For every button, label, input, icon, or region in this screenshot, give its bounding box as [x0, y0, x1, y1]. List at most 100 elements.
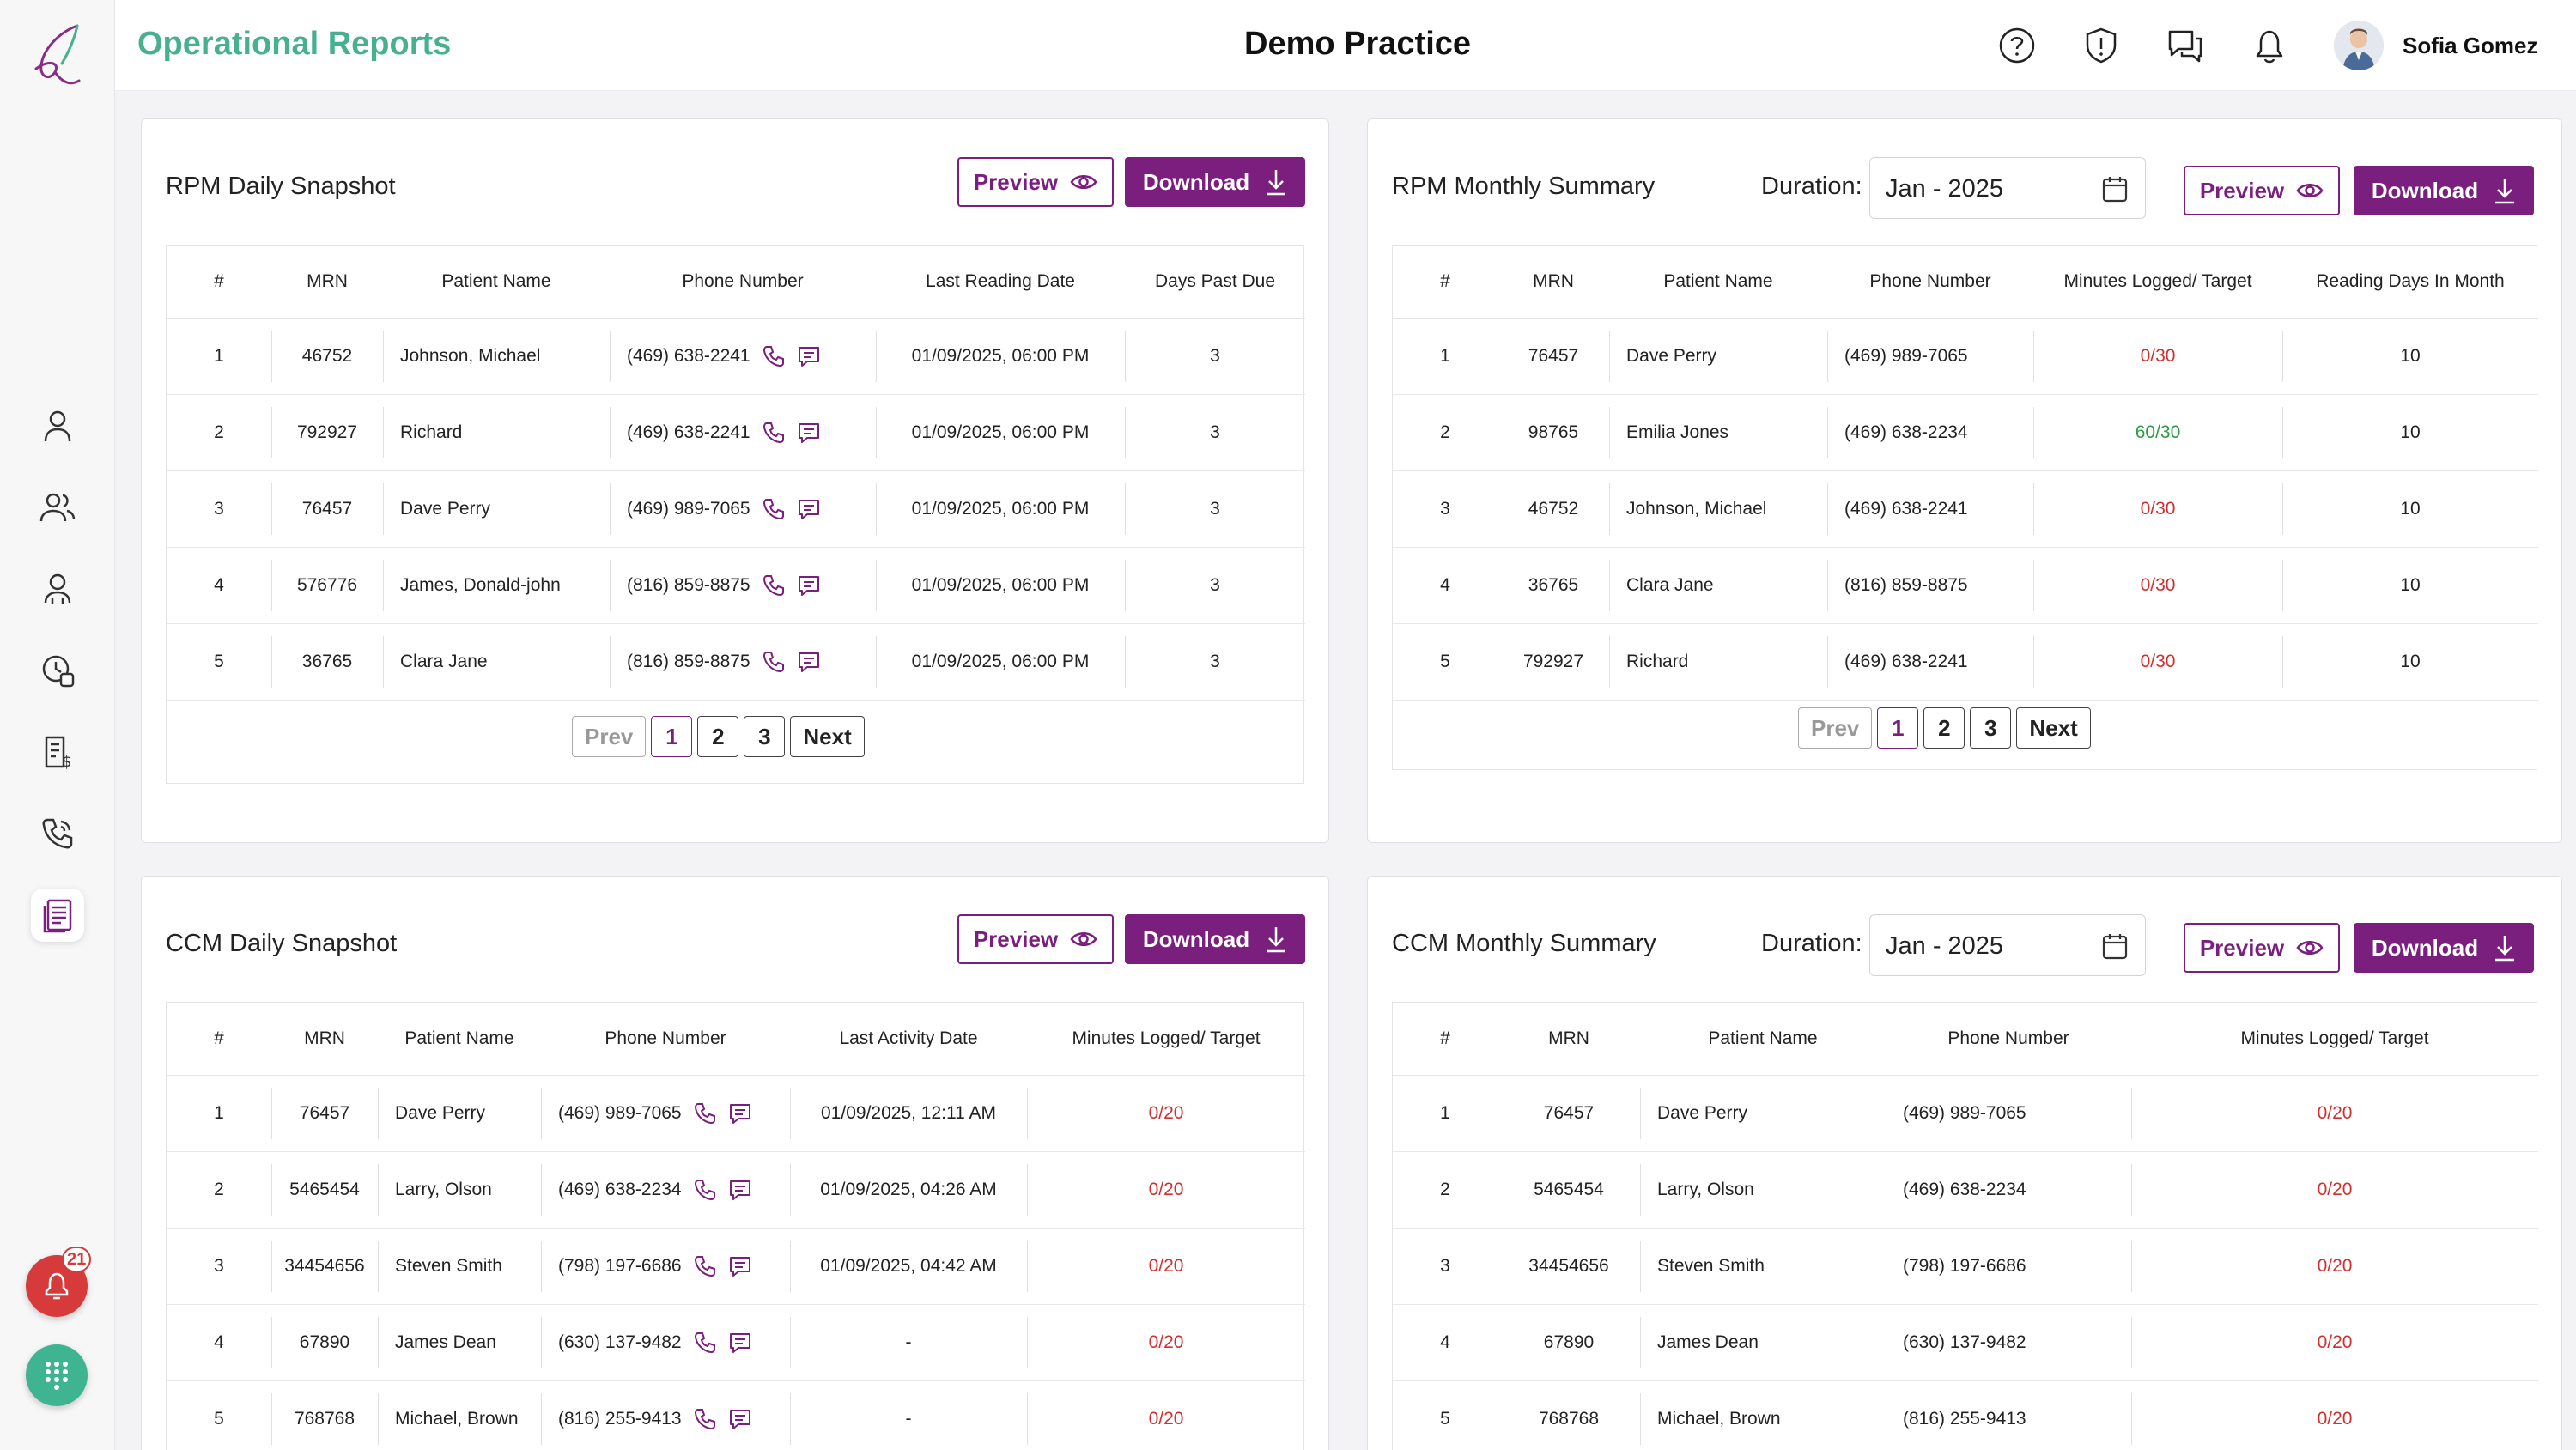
reading-days-cell: 10	[2282, 394, 2538, 471]
mrn-cell: 76457	[271, 470, 383, 548]
patient-name-cell: James Dean	[1640, 1304, 1886, 1381]
duration-label: Duration:	[1761, 173, 1862, 200]
table-row[interactable]: 5 792927 Richard (469) 638-2241 0/30 10	[1393, 623, 2538, 701]
user-name[interactable]: Sofia Gomez	[2403, 33, 2538, 58]
call-icon[interactable]	[694, 1255, 716, 1277]
table-row[interactable]: 1 76457 Dave Perry (469) 989-7065 0/20	[1393, 1075, 2538, 1152]
message-icon[interactable]	[728, 1408, 752, 1430]
table-row[interactable]: 3 34454656 Steven Smith (798) 197-6686 01/09…	[167, 1228, 1305, 1305]
table-row[interactable]: 3 76457 Dave Perry (469) 989-7065 01/09/2025…	[167, 470, 1305, 548]
phone-call-icon[interactable]	[31, 807, 84, 860]
column-header: #	[167, 246, 271, 319]
call-icon[interactable]	[694, 1102, 716, 1125]
minutes-logged-cell: 0/20	[2131, 1075, 2538, 1152]
table-row[interactable]: 3 46752 Johnson, Michael (469) 638-2241 0/30…	[1393, 470, 2538, 548]
users-icon[interactable]	[31, 481, 84, 534]
messages-icon[interactable]	[2166, 26, 2205, 65]
call-icon[interactable]	[694, 1408, 716, 1430]
download-icon	[1267, 927, 1286, 953]
page-3-button[interactable]: 3	[1970, 707, 2012, 749]
help-icon[interactable]	[1997, 26, 2037, 65]
prev-page-button[interactable]: Prev	[1798, 707, 1873, 749]
table-row[interactable]: 1 46752 Johnson, Michael (469) 638-2241 01/0…	[167, 318, 1305, 395]
next-page-button[interactable]: Next	[2016, 707, 2091, 749]
prev-page-button[interactable]: Prev	[572, 716, 647, 757]
message-icon[interactable]	[728, 1255, 752, 1277]
download-button[interactable]: Download	[2354, 923, 2534, 973]
table-row[interactable]: 4 67890 James Dean (630) 137-9482 -0/20	[167, 1304, 1305, 1381]
row-index: 2	[1393, 1151, 1498, 1229]
last-reading-date-cell: 01/09/2025, 06:00 PM	[876, 318, 1125, 395]
message-icon[interactable]	[797, 574, 821, 597]
call-icon[interactable]	[762, 574, 785, 597]
call-icon[interactable]	[694, 1332, 716, 1354]
phone-number: (469) 638-2234	[558, 1179, 682, 1199]
app-logo[interactable]	[24, 21, 93, 94]
call-icon[interactable]	[762, 498, 785, 520]
message-icon[interactable]	[797, 422, 821, 444]
column-header: Last Reading Date	[876, 246, 1125, 319]
phone-cell-content: (816) 255-9413	[541, 1408, 790, 1430]
table-row[interactable]: 4 36765 Clara Jane (816) 859-8875 0/30 10	[1393, 547, 2538, 624]
row-index: 4	[167, 547, 271, 624]
message-icon[interactable]	[797, 345, 821, 367]
download-button[interactable]: Download	[1125, 914, 1305, 964]
message-icon[interactable]	[728, 1102, 752, 1125]
download-button[interactable]: Download	[1125, 157, 1305, 207]
table-row[interactable]: 3 34454656 Steven Smith (798) 197-6686 0/20	[1393, 1228, 2538, 1305]
user-group-icon[interactable]	[31, 562, 84, 616]
preview-button[interactable]: Preview	[2184, 923, 2340, 973]
phone-cell-content: (469) 989-7065	[1827, 346, 2033, 367]
phone-cell-content: (469) 989-7065	[1886, 1103, 2131, 1124]
billing-icon[interactable]: $	[31, 725, 84, 779]
table-row[interactable]: 1 76457 Dave Perry (469) 989-7065 0/30 10	[1393, 318, 2538, 395]
minutes-logged-cell: 0/30	[2033, 547, 2282, 624]
column-header: #	[167, 1003, 271, 1076]
phone-cell-content: (469) 989-7065	[610, 498, 876, 520]
page-1-button[interactable]: 1	[1877, 707, 1919, 749]
clock-user-icon[interactable]	[31, 644, 84, 697]
reports-icon[interactable]	[31, 889, 84, 942]
message-icon[interactable]	[728, 1179, 752, 1201]
page-2-button[interactable]: 2	[697, 716, 739, 757]
phone-number: (469) 989-7065	[627, 498, 750, 519]
user-icon[interactable]	[31, 399, 84, 452]
dialpad-button[interactable]	[26, 1344, 88, 1406]
row-index: 3	[167, 1228, 271, 1305]
avatar[interactable]	[2334, 21, 2384, 70]
call-icon[interactable]	[762, 345, 785, 367]
page-2-button[interactable]: 2	[1923, 707, 1965, 749]
message-icon[interactable]	[728, 1332, 752, 1354]
next-page-button[interactable]: Next	[790, 716, 865, 757]
call-icon[interactable]	[694, 1179, 716, 1201]
table-row[interactable]: 2 5465454 Larry, Olson (469) 638-2234 0/20	[1393, 1151, 2538, 1229]
row-index: 4	[1393, 547, 1498, 624]
preview-button[interactable]: Preview	[957, 157, 1114, 207]
preview-label: Preview	[973, 168, 1059, 195]
table-row[interactable]: 2 98765 Emilia Jones (469) 638-2234 60/30 10	[1393, 394, 2538, 471]
page-3-button[interactable]: 3	[744, 716, 786, 757]
shield-alert-icon[interactable]	[2081, 26, 2121, 65]
call-icon[interactable]	[762, 422, 785, 444]
table-row[interactable]: 4 67890 James Dean (630) 137-9482 0/20	[1393, 1304, 2538, 1381]
call-icon[interactable]	[762, 651, 785, 673]
table-row[interactable]: 5 768768 Michael, Brown (816) 255-9413 0/20	[1393, 1380, 2538, 1450]
duration-picker[interactable]: Jan - 2025	[1869, 914, 2146, 976]
table-row[interactable]: 1 76457 Dave Perry (469) 989-7065 01/09/2025…	[167, 1075, 1305, 1152]
last-activity-date-cell: -	[790, 1304, 1027, 1381]
preview-button[interactable]: Preview	[957, 914, 1114, 964]
page-1-button[interactable]: 1	[651, 716, 693, 757]
message-icon[interactable]	[797, 651, 821, 673]
preview-button[interactable]: Preview	[2184, 166, 2340, 215]
bell-icon[interactable]	[2250, 26, 2289, 65]
table-row[interactable]: 5 36765 Clara Jane (816) 859-8875 01/09/2025…	[167, 623, 1305, 701]
table-row[interactable]: 2 5465454 Larry, Olson (469) 638-2234 01/09/…	[167, 1151, 1305, 1229]
duration-picker[interactable]: Jan - 2025	[1869, 157, 2146, 219]
table-row[interactable]: 2 792927 Richard (469) 638-2241 01/09/2025, …	[167, 394, 1305, 471]
message-icon[interactable]	[797, 498, 821, 520]
table-row[interactable]: 5 768768 Michael, Brown (816) 255-9413 -0/20	[167, 1380, 1305, 1450]
table-row[interactable]: 4 576776 James, Donald-john (816) 859-8875 0…	[167, 547, 1305, 624]
download-button[interactable]: Download	[2354, 166, 2534, 215]
days-past-due-cell: 3	[1125, 394, 1305, 471]
row-index: 5	[1393, 1380, 1498, 1450]
